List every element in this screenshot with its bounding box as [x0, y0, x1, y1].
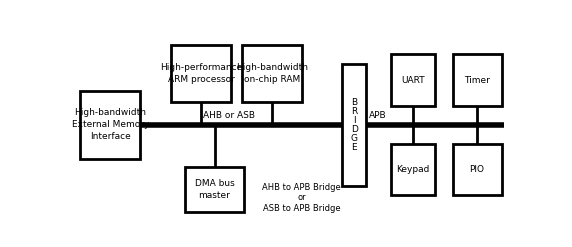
Text: Keypad: Keypad [396, 165, 430, 174]
Text: AHB to APB Bridge
or
ASB to APB Bridge: AHB to APB Bridge or ASB to APB Bridge [262, 183, 341, 213]
FancyBboxPatch shape [453, 144, 502, 195]
Text: AHB or ASB: AHB or ASB [203, 111, 255, 120]
FancyBboxPatch shape [185, 166, 244, 212]
Text: UART: UART [401, 76, 424, 84]
FancyBboxPatch shape [391, 144, 435, 195]
FancyBboxPatch shape [242, 45, 302, 102]
FancyBboxPatch shape [391, 54, 435, 106]
Text: PIO: PIO [470, 165, 484, 174]
Text: DMA bus
master: DMA bus master [194, 179, 235, 200]
Text: High-bandwidth
on-chip RAM: High-bandwidth on-chip RAM [236, 63, 308, 84]
FancyBboxPatch shape [171, 45, 231, 102]
Text: High-bandwidth
External Memory
Interface: High-bandwidth External Memory Interface [72, 108, 149, 141]
Text: Timer: Timer [464, 76, 490, 84]
Text: APB: APB [370, 111, 387, 120]
FancyBboxPatch shape [80, 90, 140, 159]
Text: High-performance
ARM processor: High-performance ARM processor [160, 63, 243, 84]
Text: B
R
I
D
G
E: B R I D G E [351, 98, 358, 152]
FancyBboxPatch shape [453, 54, 502, 106]
FancyBboxPatch shape [342, 64, 366, 185]
